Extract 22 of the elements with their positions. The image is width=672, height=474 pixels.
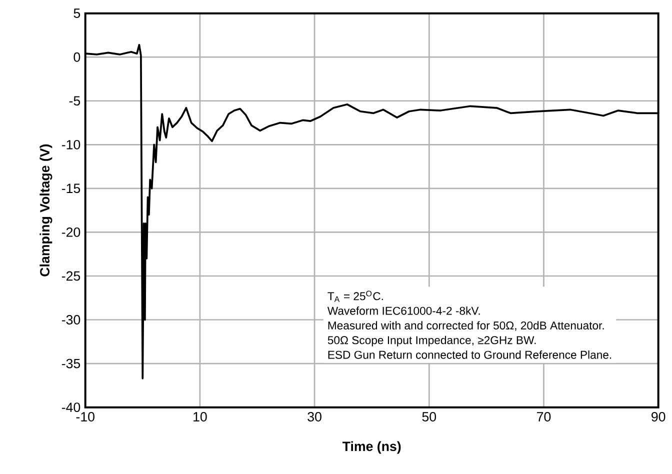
annotation: ESD Gun Return connected to Ground Reference Plane. [328, 350, 612, 359]
x-tick-label: 30 [308, 412, 322, 422]
x-axis-title: Time (ns) [342, 441, 401, 454]
x-tick-label: 70 [537, 412, 551, 422]
x-tick-label: 10 [194, 412, 207, 422]
y-tick-label: -35 [62, 358, 80, 368]
annotation: Measured with and corrected for 50Ω, 20dB Attenuator. [328, 321, 604, 331]
x-tick-label: 50 [422, 412, 436, 422]
y-tick-label: -10 [62, 140, 80, 150]
x-tick-label: 90 [652, 412, 666, 422]
y-tick-label: -20 [62, 227, 80, 237]
y-axis-title: Clamping Voltage (V) [40, 144, 52, 276]
y-tick-label: -40 [62, 402, 80, 412]
annotation: T$_{A}$ = 25$^{O}$C. [328, 290, 383, 302]
y-tick-label: -25 [62, 271, 80, 281]
y-tick-label: -15 [62, 184, 80, 194]
y-tick-label: 5 [74, 8, 80, 18]
y-tick-label: -5 [69, 96, 80, 106]
y-tick-label: -30 [62, 315, 80, 324]
y-tick-label: 0 [74, 52, 80, 62]
annotation: 50Ω Scope Input Impedance, ≥2GHz BW. [328, 336, 536, 346]
annotation: Waveform IEC61000-4-2 -8kV. [327, 306, 480, 315]
